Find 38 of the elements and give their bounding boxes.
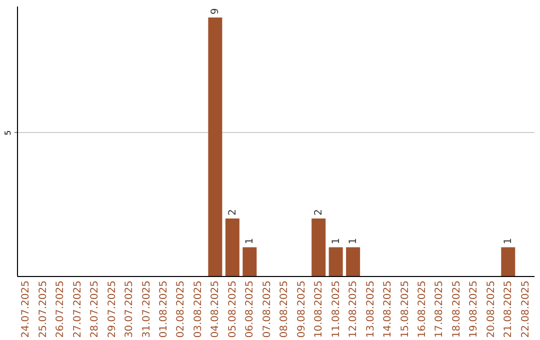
data-label: 1 [348,238,360,244]
x-tick-label: 06.08.2025 [244,280,256,338]
x-tick-label: 08.08.2025 [279,280,290,338]
y-tick-label: 5 [4,130,12,136]
x-tick-label: 24.07.2025 [20,280,32,338]
x-tick-label: 07.08.2025 [262,280,273,338]
x-tick-label: 31.07.2025 [141,280,152,338]
x-tick-label: 28.07.2025 [90,280,101,338]
x-tick-label: 16.08.2025 [416,280,428,338]
x-tick-label: 01.08.2025 [158,280,170,338]
x-tick-label: 29.07.2025 [106,280,118,338]
x-tick-label: 04.08.2025 [210,280,222,338]
x-tick-label: 11.08.2025 [330,280,342,338]
x-tick-label: 19.08.2025 [468,280,480,338]
x-tick-label: 18.08.2025 [451,280,462,338]
data-label: 1 [244,238,256,244]
x-tick-label: 25.07.2025 [38,280,49,338]
data-label: 2 [227,209,238,216]
data-label: 2 [314,209,325,216]
data-label: 1 [330,238,342,244]
x-tick-label: 03.08.2025 [192,280,204,338]
x-tick-label: 26.07.2025 [55,280,66,338]
x-tick-label: 02.08.2025 [176,280,187,338]
x-tick-label: 21.08.2025 [503,280,514,338]
data-label: 9 [210,8,222,14]
x-tick-label: 20.08.2025 [486,280,497,338]
x-tick-label: 12.08.2025 [348,280,360,338]
x-tick-label: 10.08.2025 [314,280,325,338]
x-tick-label: 22.08.2025 [520,280,532,338]
data-label: 1 [503,238,514,244]
x-tick-label: 15.08.2025 [400,280,411,338]
x-tick-label: 17.08.2025 [434,280,446,338]
x-tick-label: 27.07.2025 [72,280,84,338]
x-tick-label: 05.08.2025 [227,280,238,338]
x-tick-label: 14.08.2025 [382,280,394,338]
x-tick-label: 30.07.2025 [124,280,136,338]
x-tick-label: 09.08.2025 [296,280,308,338]
x-tick-label: 13.08.2025 [365,280,376,338]
